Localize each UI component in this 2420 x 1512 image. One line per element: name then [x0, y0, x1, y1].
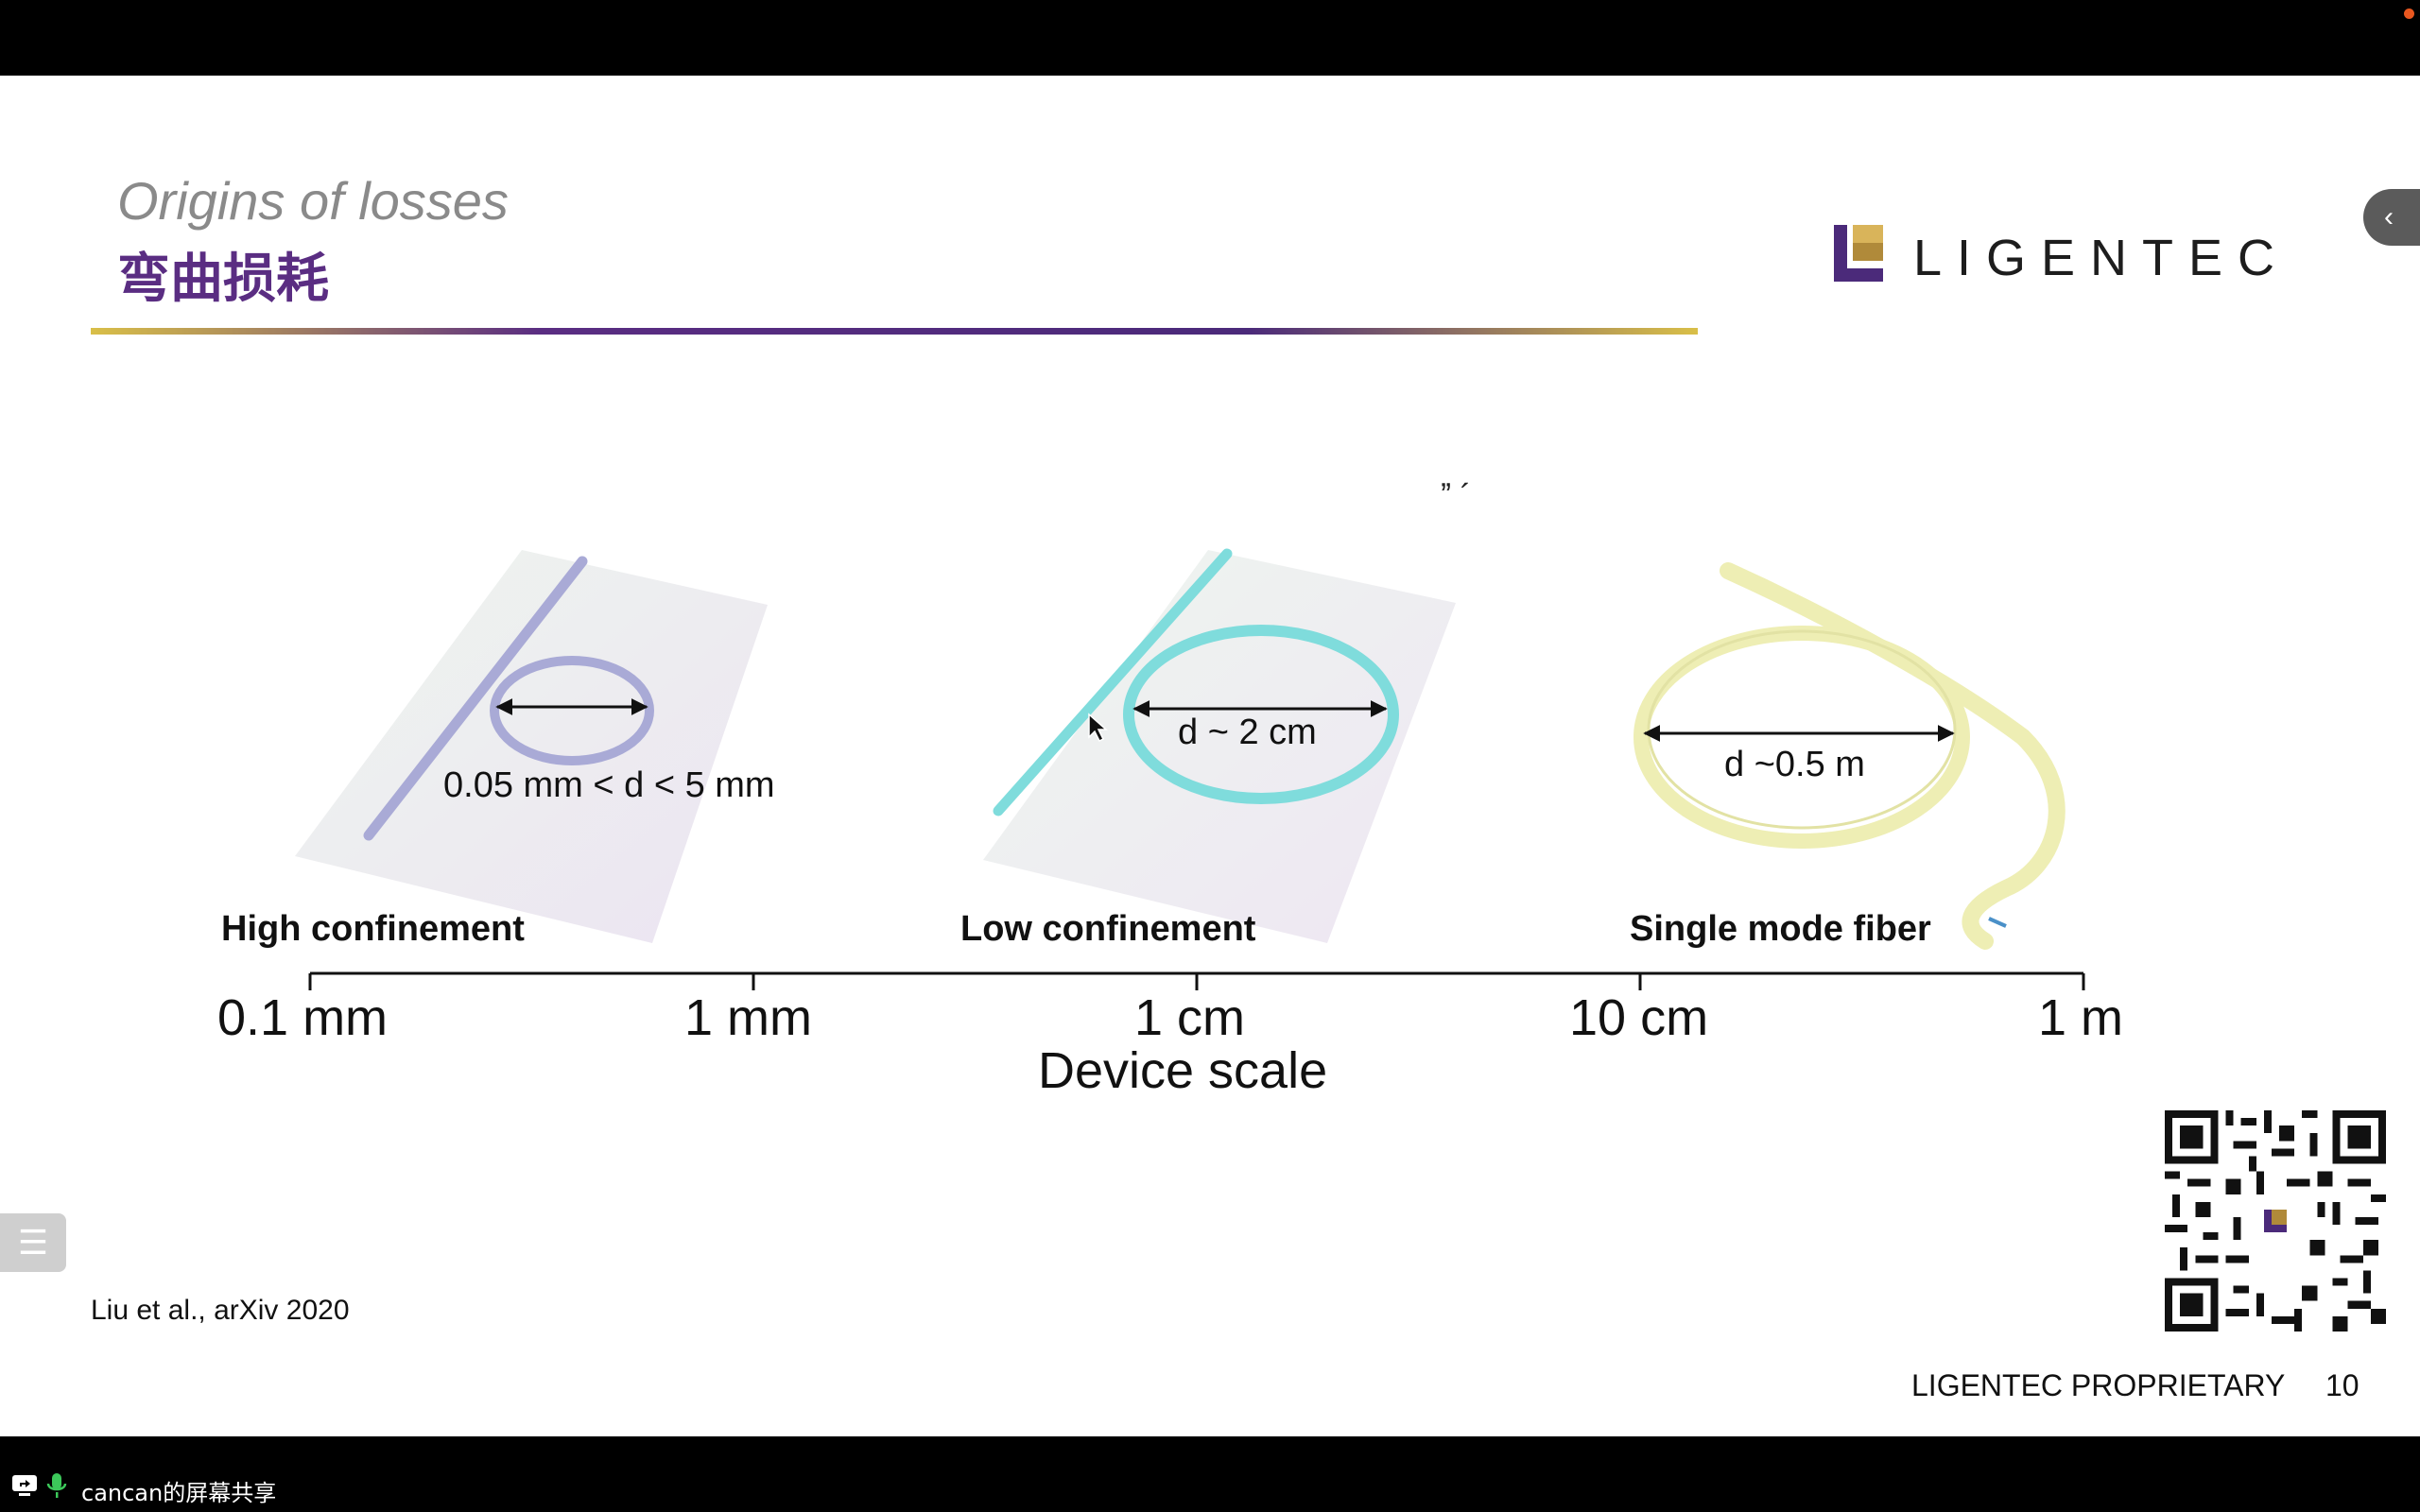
single-mode-fiber-illustration — [1634, 562, 2066, 950]
annotation-marks: ˮ ´ — [1441, 478, 1471, 514]
list-icon: ☰ — [17, 1223, 49, 1262]
citation: Liu et al., arXiv 2020 — [91, 1295, 350, 1326]
slide-title-english: Origins of losses — [117, 171, 509, 231]
axis-tick-label: 1 m — [2038, 989, 2124, 1046]
low-confinement-illustration — [983, 548, 1456, 943]
page-number: 10 — [2325, 1368, 2360, 1402]
screen-share-icon[interactable] — [11, 1474, 38, 1497]
slide-list-button[interactable]: ☰ — [0, 1213, 66, 1272]
fiber-dimension: d ~0.5 m — [1724, 745, 1865, 784]
top-bar — [0, 0, 2420, 76]
low-confinement-label: Low confinement — [960, 909, 1256, 949]
proprietary-label: LIGENTEC PROPRIETARY — [1911, 1368, 2286, 1402]
logo-wordmark: LIGENTEC — [1913, 230, 2290, 286]
ligentec-logo: LIGENTEC — [1834, 225, 2274, 291]
bottom-bar — [0, 1436, 2420, 1512]
slide-title-chinese: 弯曲损耗 — [117, 249, 329, 310]
title-divider — [91, 328, 1698, 335]
presentation-slide: Origins of losses 弯曲损耗 LIGENTEC ‹ ˮ ´ — [0, 76, 2420, 1436]
low-confinement-dimension: d ~ 2 cm — [1178, 713, 1317, 752]
axis-tick-label: 0.1 mm — [217, 989, 389, 1046]
chevron-left-icon: ‹ — [2384, 201, 2394, 232]
high-confinement-illustration — [295, 550, 768, 943]
device-scale-axis — [308, 971, 2085, 990]
high-confinement-label: High confinement — [221, 909, 525, 949]
axis-tick-label: 1 cm — [1134, 989, 1246, 1046]
axis-title: Device scale — [1038, 1042, 1328, 1099]
side-panel-toggle[interactable]: ‹ — [2363, 189, 2420, 246]
figure-illustration: ˮ ´ — [295, 478, 2085, 990]
recording-indicator — [2404, 9, 2414, 19]
ligentec-logo-mark — [1834, 225, 1883, 282]
mouse-cursor-icon — [1088, 713, 1108, 743]
axis-tick-label: 10 cm — [1569, 989, 1709, 1046]
high-confinement-dimension: 0.05 mm < d < 5 mm — [443, 765, 775, 805]
screen-share-label: cancan的屏幕共享 — [81, 1480, 277, 1506]
axis-tick-label: 1 mm — [684, 989, 812, 1046]
single-mode-fiber-label: Single mode fiber — [1630, 909, 1931, 949]
microphone-icon[interactable] — [45, 1472, 68, 1501]
qr-code — [2165, 1110, 2386, 1332]
